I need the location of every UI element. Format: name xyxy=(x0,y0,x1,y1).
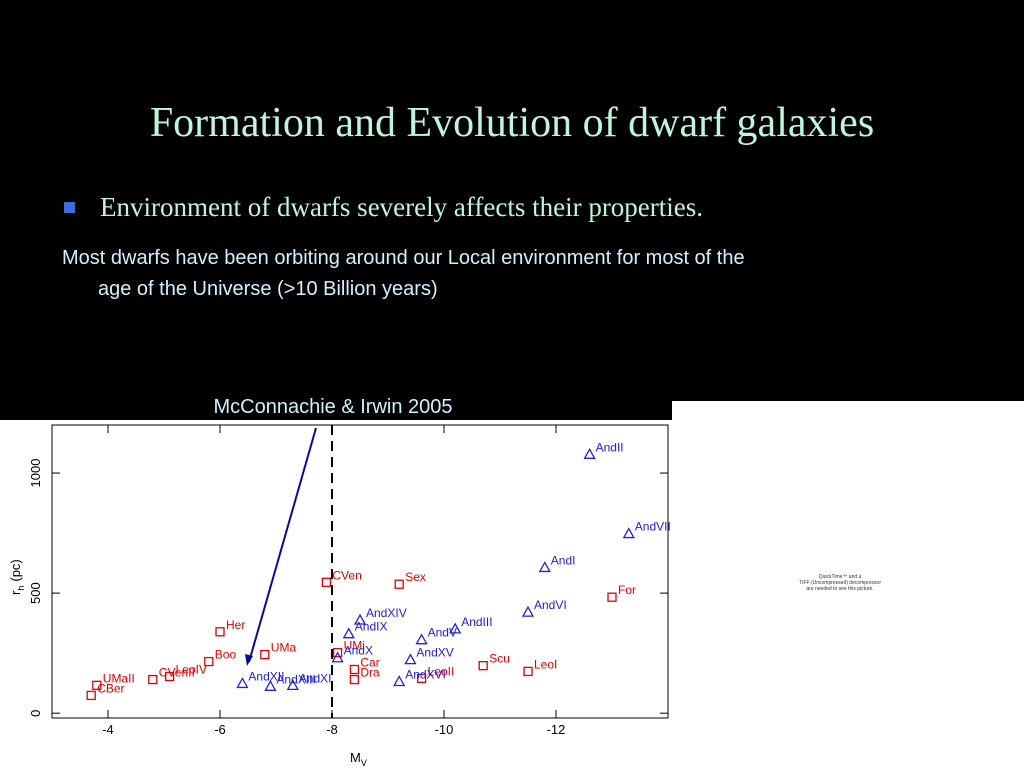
point-label: AndVI xyxy=(534,598,567,612)
body-text: age of the Universe (>10 Billion years) xyxy=(98,278,438,300)
point xyxy=(342,627,355,639)
y-axis-label: h xyxy=(16,586,26,591)
point-label: Car xyxy=(360,655,379,669)
point xyxy=(607,592,617,602)
point xyxy=(164,671,175,682)
point-label: LeoII xyxy=(428,664,455,678)
point xyxy=(92,680,102,690)
plot-frame xyxy=(51,424,669,719)
point-label: UMa xyxy=(271,641,297,655)
slide-title: Formation and Evolution of dwarf galaxie… xyxy=(150,100,874,146)
point-label: CVen xyxy=(332,568,361,582)
point-label: AndX xyxy=(344,644,373,658)
point xyxy=(264,679,277,691)
arrow-head xyxy=(245,654,253,666)
placeholder-text: are needed to see this picture. xyxy=(806,586,873,592)
x-tick-label: -10 xyxy=(435,722,454,737)
point xyxy=(478,660,488,671)
point xyxy=(148,674,158,685)
y-tick-label: 1000 xyxy=(28,459,43,488)
point xyxy=(404,653,417,665)
point xyxy=(204,656,214,667)
point-label: AndVII xyxy=(635,520,671,534)
point xyxy=(583,447,596,459)
x-axis-label: MV xyxy=(350,750,367,768)
point-label: Sex xyxy=(405,570,426,584)
point xyxy=(538,561,551,573)
point xyxy=(260,649,270,660)
point-label: Her xyxy=(226,618,245,632)
point-label: LeoIV xyxy=(176,662,207,676)
x-tick-label: -4 xyxy=(102,722,114,737)
point xyxy=(332,648,343,658)
point xyxy=(286,678,299,690)
point xyxy=(331,651,344,663)
chart-image xyxy=(0,420,672,768)
y-axis-label: rh (pc) xyxy=(8,559,26,595)
point-label: For xyxy=(618,583,636,597)
point xyxy=(394,579,404,589)
point-label: CBer xyxy=(97,681,124,695)
placeholder-box xyxy=(672,401,1024,768)
point-label: Scu xyxy=(489,652,510,666)
point-label: AndV xyxy=(428,626,457,640)
point xyxy=(449,622,462,634)
point-label: AndXIV xyxy=(366,606,407,620)
placeholder-text: QuickTime™ and a xyxy=(819,574,862,580)
point-label: LeoI xyxy=(534,657,557,671)
point xyxy=(349,664,360,675)
point xyxy=(521,605,535,617)
bullet-text: Environment of dwarfs severely affects t… xyxy=(100,192,703,222)
point xyxy=(622,527,635,539)
point-label: AndXVI xyxy=(405,667,446,681)
point xyxy=(523,666,533,677)
point xyxy=(236,677,249,689)
point xyxy=(349,674,360,685)
bullet-marker xyxy=(64,202,75,213)
y-axis-label: r xyxy=(8,590,23,595)
body-text: Most dwarfs have been orbiting around ou… xyxy=(62,247,745,269)
citation: McConnachie & Irwin 2005 xyxy=(213,396,452,418)
point xyxy=(86,690,96,701)
x-axis-label: V xyxy=(361,758,367,768)
point-label: UMaII xyxy=(103,671,135,685)
point xyxy=(353,613,367,625)
point-label: AndXI xyxy=(299,671,332,685)
x-axis-label: M xyxy=(350,750,361,765)
point xyxy=(415,633,428,645)
arrow xyxy=(248,427,317,663)
placeholder-text: TIFF (Uncompressed) decompressor xyxy=(799,580,881,586)
point-label: CVenII xyxy=(159,666,195,680)
y-axis-label: (pc) xyxy=(8,559,23,581)
point-label: AndI xyxy=(551,553,576,567)
point-label: Boo xyxy=(215,648,237,662)
point xyxy=(416,673,427,684)
point-label: AndII xyxy=(596,440,624,454)
point-label: AndIII xyxy=(461,615,492,629)
point-label: Dra xyxy=(360,666,380,680)
point-label: AndXIII xyxy=(276,672,315,686)
y-tick-label: 500 xyxy=(28,582,43,604)
point-label: AndXV xyxy=(416,646,453,660)
point xyxy=(321,577,332,587)
x-tick-label: -12 xyxy=(547,722,566,737)
point-label: AndIX xyxy=(355,620,388,634)
x-tick-label: -6 xyxy=(214,722,226,737)
point-label: UMi xyxy=(344,639,365,653)
point xyxy=(215,627,225,637)
x-tick-label: -8 xyxy=(326,722,338,737)
point xyxy=(393,675,406,687)
y-tick-label: 0 xyxy=(28,710,43,717)
point-label: AndXII xyxy=(248,669,284,683)
